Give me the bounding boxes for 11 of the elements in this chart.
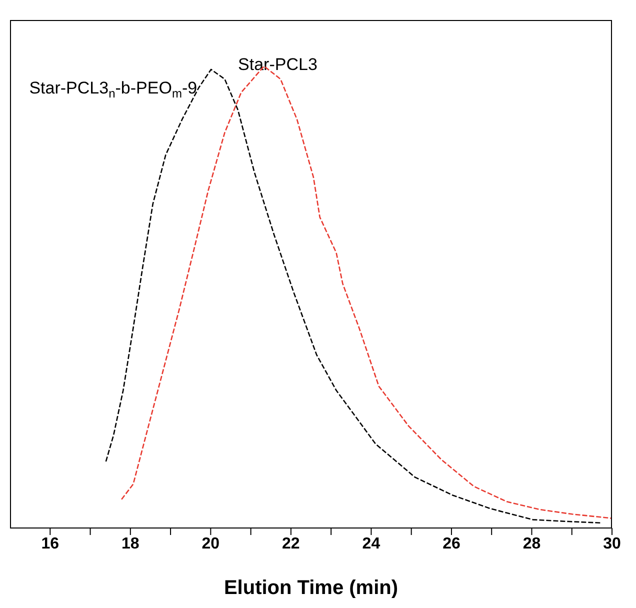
x-tick-label: 24 [362, 535, 380, 552]
series-label: Star-PCL3 [238, 55, 318, 74]
x-tick-label: 22 [282, 535, 300, 552]
x-tick-label: 16 [41, 535, 60, 552]
x-tick-label: 28 [522, 535, 541, 552]
x-axis-title: Elution Time (min) [224, 577, 398, 599]
x-tick-label: 30 [603, 535, 621, 552]
x-tick-label: 18 [122, 535, 140, 552]
series-label: Star-PCL3$_{n}$-b-PEO$_{m}$-9 [29, 78, 198, 100]
x-tick-label: 26 [442, 535, 460, 552]
x-tick-label: 20 [202, 535, 220, 552]
